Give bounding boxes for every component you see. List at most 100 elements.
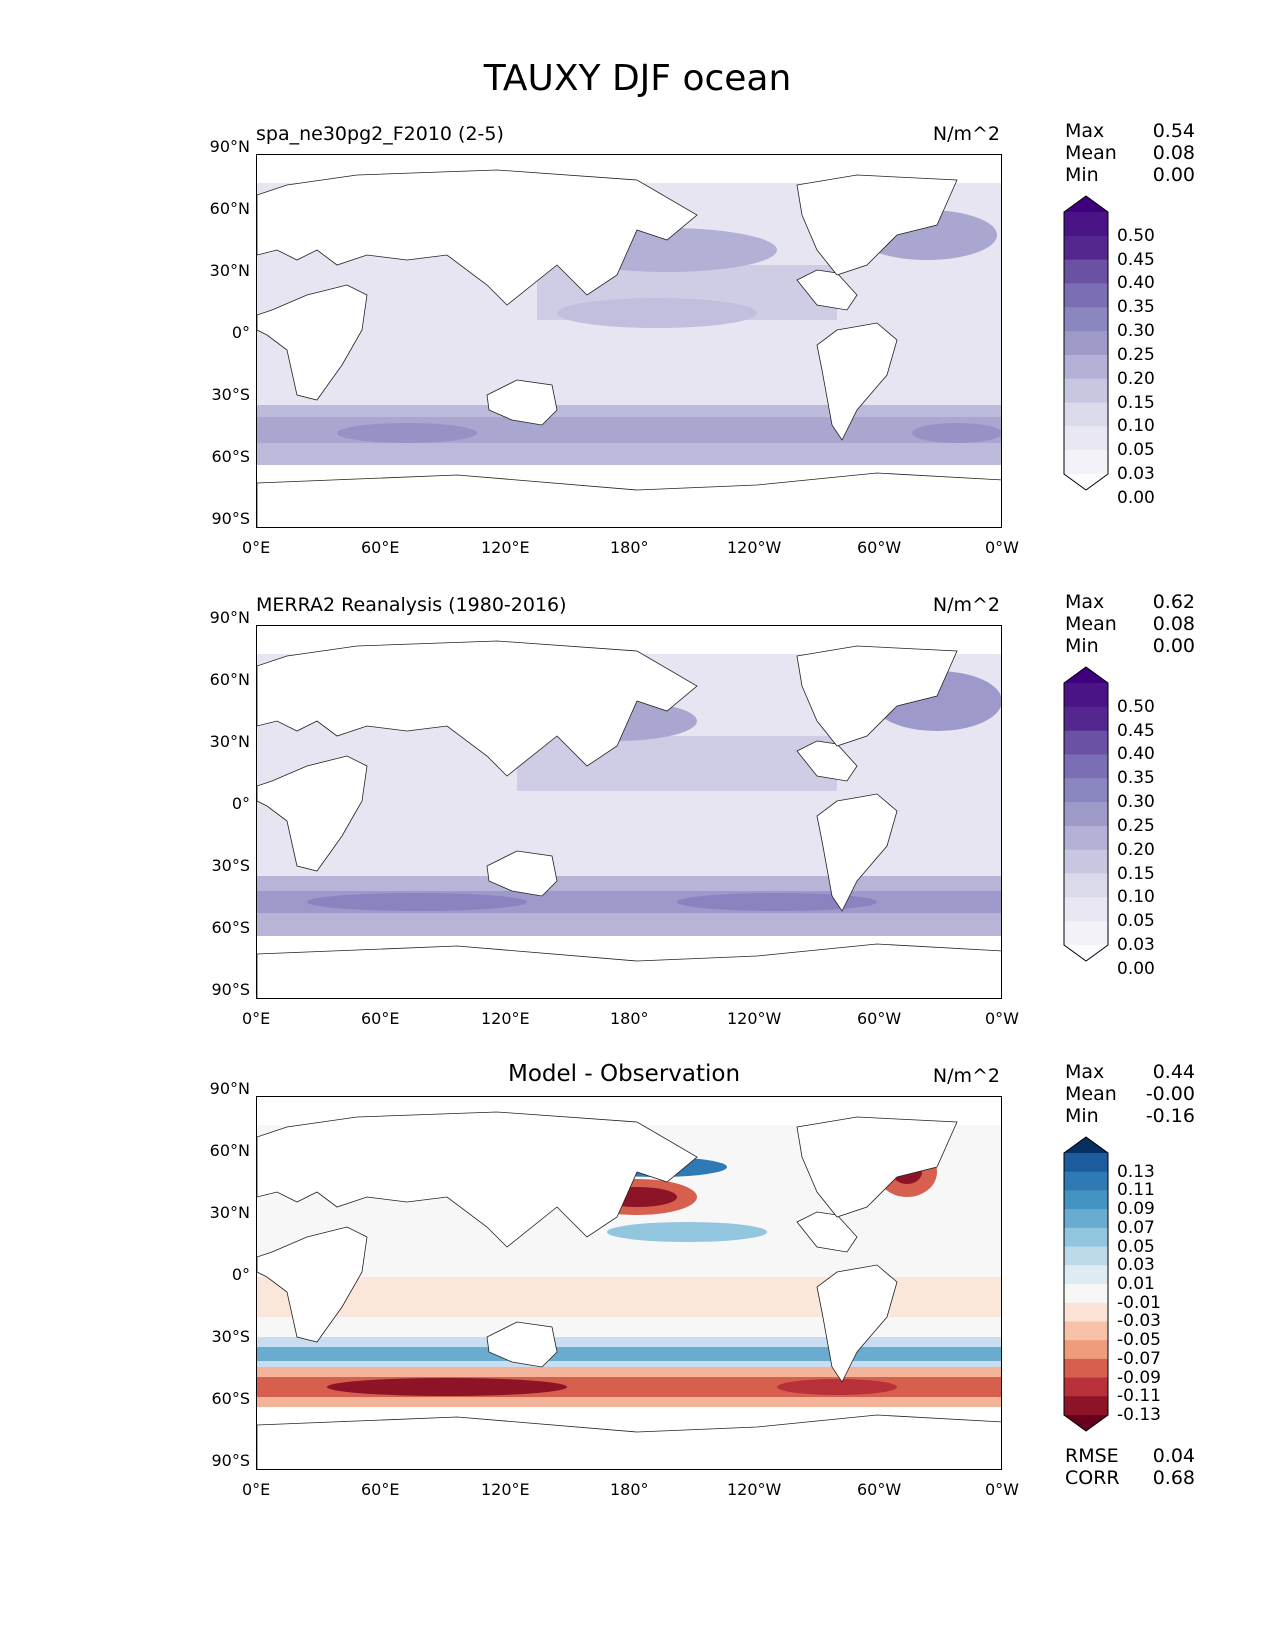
- lat-label: 60°S: [211, 1389, 250, 1408]
- colorbar-segment: [1064, 1153, 1108, 1173]
- stat-label: Max: [1065, 1061, 1105, 1083]
- lat-label: 30°S: [211, 385, 250, 404]
- colorbar-tick-label: 0.15: [1117, 863, 1155, 884]
- lat-label: 30°N: [209, 1203, 250, 1222]
- panel-units: N/m^2: [932, 123, 1000, 145]
- colorbar-tick-label: 0.05: [1117, 911, 1155, 932]
- lon-label: 180°: [610, 538, 649, 557]
- colorbar-segment: [1064, 378, 1108, 404]
- stat-value: 0.08: [1152, 142, 1195, 164]
- stat-label: Mean: [1065, 142, 1117, 164]
- colorbar-segment: [1064, 1340, 1108, 1360]
- stats-block: Max 0.62 Mean 0.08 Min 0.00: [1065, 591, 1195, 657]
- colorbar-tick-label: 0.10: [1117, 887, 1155, 908]
- colorbar-tick-label: 0.05: [1117, 440, 1155, 461]
- stat-label: Max: [1065, 591, 1105, 613]
- lat-label: 90°S: [211, 1451, 250, 1470]
- colorbar-tick-label: 0.50: [1117, 225, 1155, 246]
- panel-units: N/m^2: [932, 594, 1000, 616]
- colorbar-segment: [1064, 778, 1108, 803]
- stats-block: Max 0.44 Mean -0.00 Min -0.16: [1065, 1061, 1195, 1127]
- stat-value: 0.54: [1152, 120, 1195, 142]
- colorbar-tick-label: 0.07: [1117, 1217, 1155, 1238]
- lon-label: 120°E: [481, 1009, 530, 1028]
- stat-label: Mean: [1065, 1083, 1117, 1105]
- colorbar-segment: [1064, 1209, 1108, 1229]
- stats-block: Max 0.54 Mean 0.08 Min 0.00: [1065, 120, 1195, 186]
- colorbar-segment: [1064, 307, 1108, 332]
- lon-label: 60°W: [857, 1480, 902, 1499]
- colorbar-extend-top: [1064, 1137, 1108, 1153]
- colorbar-segment: [1064, 235, 1108, 261]
- stat-value: 0.44: [1152, 1061, 1195, 1083]
- stat-value: 0.62: [1152, 591, 1195, 613]
- lat-label: 30°N: [209, 732, 250, 751]
- colorbar-segment: [1064, 259, 1108, 284]
- colorbar-tick-label: -0.05: [1117, 1330, 1161, 1351]
- colorbar-segment: [1064, 426, 1108, 451]
- map-area: [256, 154, 1002, 528]
- field-map: [257, 1097, 1001, 1469]
- colorbar-extend-bottom: [1064, 945, 1108, 961]
- colorbar-tick-label: 0.35: [1117, 297, 1155, 318]
- colorbar-tick-label: 0.03: [1117, 464, 1155, 484]
- colorbar-segment: [1064, 1321, 1108, 1341]
- panel-units: N/m^2: [932, 1065, 1000, 1087]
- stat-value: 0.08: [1152, 613, 1195, 635]
- colorbar-segment: [1064, 873, 1108, 898]
- lat-label: 60°N: [209, 1141, 250, 1160]
- colorbar-outline: [1063, 666, 1109, 962]
- stat-label: Min: [1065, 635, 1099, 657]
- colorbar-tick-label: 0.03: [1117, 1255, 1155, 1276]
- colorbar-segment: [1064, 1377, 1108, 1397]
- lon-label: 120°W: [727, 1480, 782, 1499]
- colorbar-segment: [1064, 1284, 1108, 1304]
- lat-label: 90°N: [209, 608, 250, 627]
- lat-label: 0°: [231, 323, 250, 342]
- panel-center-title: Model - Observation: [508, 1061, 741, 1087]
- colorbar-segment: [1064, 283, 1108, 308]
- lon-label: 60°W: [857, 538, 902, 557]
- colorbar-tick-label: 0.01: [1117, 1274, 1155, 1294]
- colorbar-segment: [1064, 1396, 1108, 1416]
- colorbar-tick-label: 0.40: [1117, 744, 1155, 765]
- lat-label: 60°S: [211, 447, 250, 466]
- map-area: [256, 1096, 1002, 1470]
- lon-label: 60°E: [361, 1480, 400, 1499]
- colorbar-tick-label: 0.09: [1117, 1199, 1155, 1220]
- rmse-corr-block: RMSE 0.04 CORR 0.68: [1065, 1445, 1195, 1489]
- colorbar-tick-label: 0.20: [1117, 839, 1155, 860]
- colorbar-segment: [1064, 1190, 1108, 1210]
- colorbar-segment: [1064, 354, 1108, 380]
- colorbar-segment: [1064, 1358, 1108, 1379]
- lon-label: 120°W: [727, 538, 782, 557]
- lon-label: 0°W: [985, 1009, 1019, 1028]
- colorbar-tick-label: 0.00: [1117, 487, 1155, 508]
- lat-label: 60°S: [211, 918, 250, 937]
- colorbar-tick-label: 0.45: [1117, 720, 1155, 741]
- colorbar-tick-label: 0.25: [1117, 344, 1155, 365]
- colorbar-outline: [1063, 1136, 1109, 1432]
- colorbar-tick-label: 0.03: [1117, 935, 1155, 955]
- colorbar-tick-label: 0.25: [1117, 815, 1155, 836]
- colorbar-tick-label: 0.30: [1117, 321, 1155, 342]
- colorbar-svg: [1063, 666, 1109, 962]
- colorbar-tick-label: 0.10: [1117, 416, 1155, 437]
- stat-label: Min: [1065, 1105, 1099, 1127]
- lat-label: 30°S: [211, 1327, 250, 1346]
- lat-label: 60°N: [209, 670, 250, 689]
- colorbar-segment: [1064, 1171, 1108, 1191]
- colorbar-tick-label: 0.00: [1117, 958, 1155, 979]
- colorbar-extend-top: [1064, 196, 1108, 212]
- colorbar-segment: [1064, 1302, 1108, 1322]
- stat-label: CORR: [1065, 1467, 1120, 1489]
- colorbar-segment: [1064, 802, 1108, 827]
- colorbar-tick-label: 0.05: [1117, 1236, 1155, 1257]
- stat-label: Max: [1065, 120, 1105, 142]
- panel-left-title: spa_ne30pg2_F2010 (2-5): [256, 123, 504, 145]
- stat-label: Mean: [1065, 613, 1117, 635]
- stat-label: Min: [1065, 164, 1099, 186]
- colorbar-segment: [1064, 450, 1108, 475]
- lat-label: 30°N: [209, 261, 250, 280]
- lat-label: 90°N: [209, 1079, 250, 1098]
